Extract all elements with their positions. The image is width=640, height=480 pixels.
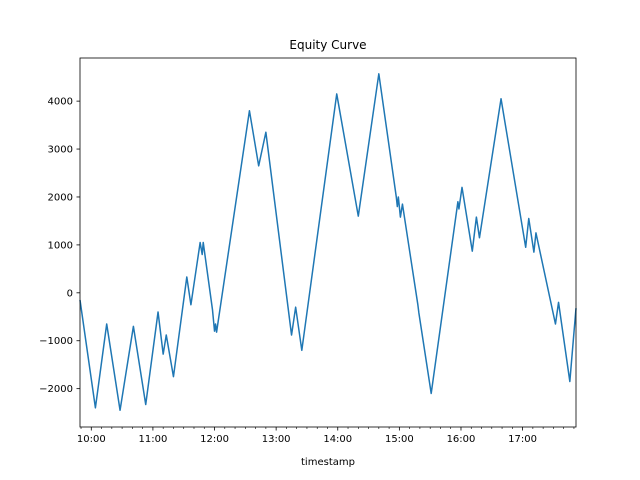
y-tick-label: 2000 <box>48 192 73 203</box>
x-tick-label: 16:00 <box>447 434 476 445</box>
plot-area <box>79 73 577 411</box>
x-tick-label: 10:00 <box>77 434 106 445</box>
y-tick-label: −1000 <box>39 336 73 347</box>
x-tick-label: 11:00 <box>138 434 167 445</box>
axes-frame <box>79 57 577 428</box>
y-tick-label: −2000 <box>39 384 73 395</box>
chart-title: Equity Curve <box>289 38 366 52</box>
x-tick-label: 15:00 <box>385 434 414 445</box>
x-tick-label: 13:00 <box>262 434 291 445</box>
y-axis: −2000 −1000 0 1000 2000 3000 4000 <box>39 97 80 395</box>
x-axis: 10:00 11:00 12:00 13:00 14:00 15:00 16:00 17:00 <box>77 427 575 445</box>
y-tick-label: 1000 <box>48 240 73 251</box>
equity-line <box>79 73 577 411</box>
y-tick-label: 4000 <box>48 97 73 108</box>
x-tick-label: 14:00 <box>323 434 352 445</box>
x-axis-label: timestamp <box>301 457 355 468</box>
y-tick-label: 3000 <box>48 145 73 156</box>
x-tick-label: 12:00 <box>200 434 229 445</box>
y-tick-label: 0 <box>67 288 73 299</box>
x-tick-label: 17:00 <box>508 434 537 445</box>
